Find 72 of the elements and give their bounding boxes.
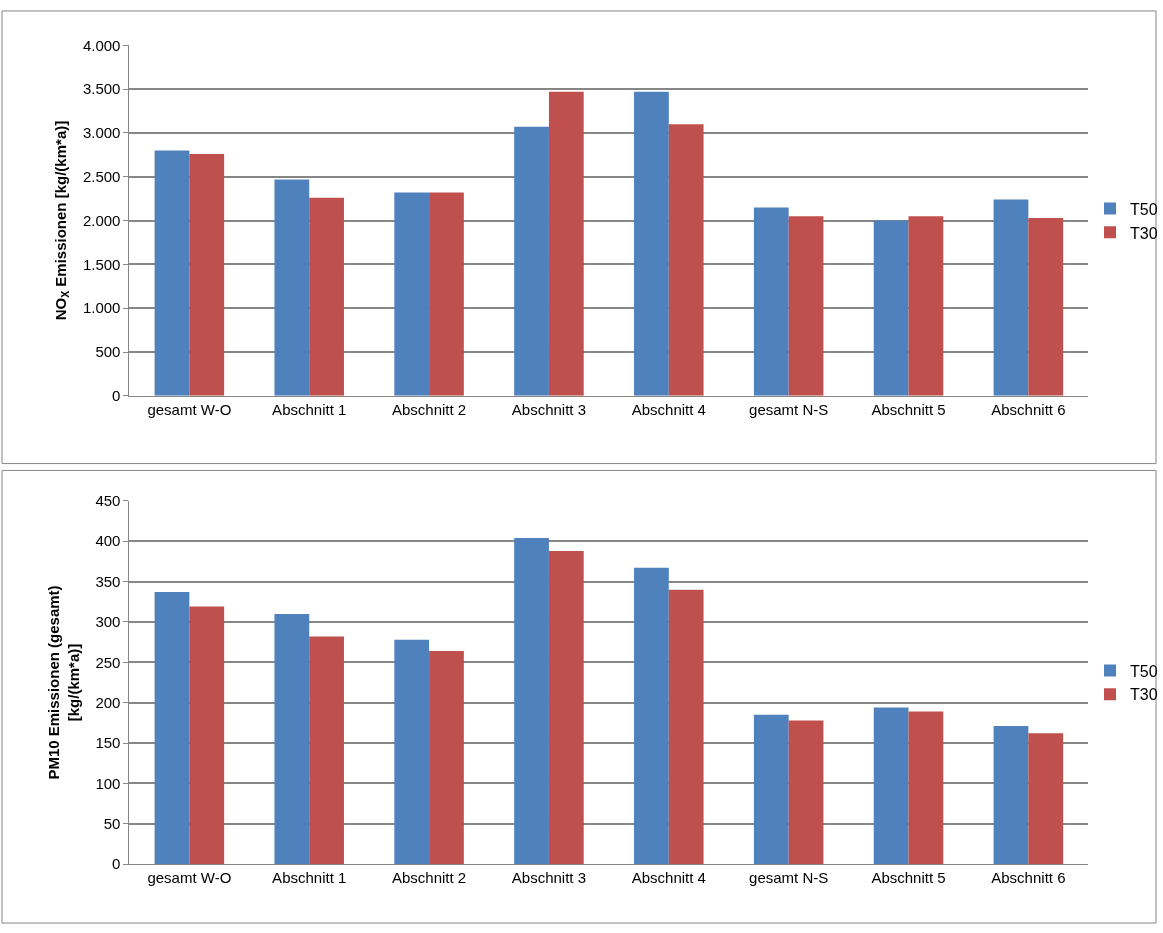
x-tick-label: Abschnitt 4	[631, 869, 706, 887]
x-tick-label: gesamt W-O	[147, 400, 232, 418]
legend-label: T30	[1130, 224, 1158, 242]
bar	[429, 192, 464, 396]
x-tick-label: gesamt N-S	[749, 869, 829, 887]
bar	[514, 538, 549, 865]
x-tick-label: Abschnitt 2	[391, 400, 467, 418]
legend-label: T50	[1130, 662, 1158, 680]
bar	[274, 613, 310, 865]
x-tick-label: Abschnitt 4	[631, 400, 706, 418]
bar	[873, 707, 909, 865]
y-tick-label: 0	[112, 855, 121, 873]
x-tick-label: Abschnitt 6	[991, 400, 1066, 418]
bar	[634, 91, 669, 396]
bar	[154, 150, 190, 396]
bar	[189, 153, 225, 396]
bar	[634, 567, 669, 865]
y-tick-label: 350	[95, 572, 121, 590]
bar	[788, 216, 824, 396]
bar	[394, 192, 430, 396]
bar	[993, 199, 1029, 396]
y-tick-label: 200	[95, 693, 121, 711]
bar	[189, 606, 225, 865]
bar	[274, 179, 310, 396]
y-tick-label: 3.500	[82, 80, 121, 98]
y-tick-label: 300	[95, 613, 121, 631]
x-tick-label: Abschnitt 3	[511, 869, 587, 887]
y-tick-label: 4.000	[82, 36, 121, 54]
x-tick-label: Abschnitt 2	[391, 869, 467, 887]
y-tick-label: 1.000	[82, 299, 121, 317]
x-tick-label: Abschnitt 1	[272, 400, 347, 418]
y-tick-label: 2.000	[82, 211, 121, 229]
bar	[154, 592, 190, 865]
bar	[668, 124, 704, 396]
bar	[753, 207, 789, 396]
bar	[309, 636, 344, 865]
x-tick-label: gesamt W-O	[147, 869, 232, 887]
bar	[873, 220, 909, 396]
bar	[788, 720, 824, 865]
bar	[429, 651, 464, 865]
y-tick-label: 400	[95, 532, 121, 550]
y-tick-label: 450	[95, 492, 121, 510]
x-tick-label: Abschnitt 5	[871, 869, 946, 887]
bar	[668, 589, 704, 865]
y-tick-label: 3.000	[82, 124, 121, 142]
bar	[1028, 733, 1064, 865]
bar	[993, 726, 1029, 865]
bar	[908, 711, 944, 865]
x-tick-label: Abschnitt 5	[871, 400, 946, 418]
y-tick-label: 0	[112, 387, 121, 405]
x-tick-label: Abschnitt 3	[511, 400, 587, 418]
y-tick-label: 2.500	[82, 168, 121, 186]
y-axis-title: PM10 Emissionen (gesamt) [kg/(km*a)]	[45, 585, 82, 780]
legend-label: T50	[1130, 200, 1158, 218]
y-tick-label: 1.500	[82, 255, 121, 273]
bar	[753, 714, 789, 865]
x-tick-label: Abschnitt 6	[991, 869, 1066, 887]
bar	[1028, 217, 1064, 396]
y-tick-label: 100	[95, 774, 121, 792]
bar	[309, 197, 344, 396]
bar	[548, 91, 584, 396]
y-tick-label: 500	[95, 343, 121, 361]
x-tick-label: Abschnitt 1	[272, 869, 347, 887]
x-tick-label: gesamt N-S	[749, 400, 829, 418]
bar	[548, 550, 584, 865]
bar	[514, 126, 549, 396]
legend-label: T30	[1130, 686, 1158, 704]
y-tick-label: 250	[95, 653, 121, 671]
y-tick-label: 150	[95, 734, 121, 752]
bar	[394, 639, 430, 865]
y-tick-label: 50	[103, 815, 121, 833]
bar	[908, 216, 944, 396]
